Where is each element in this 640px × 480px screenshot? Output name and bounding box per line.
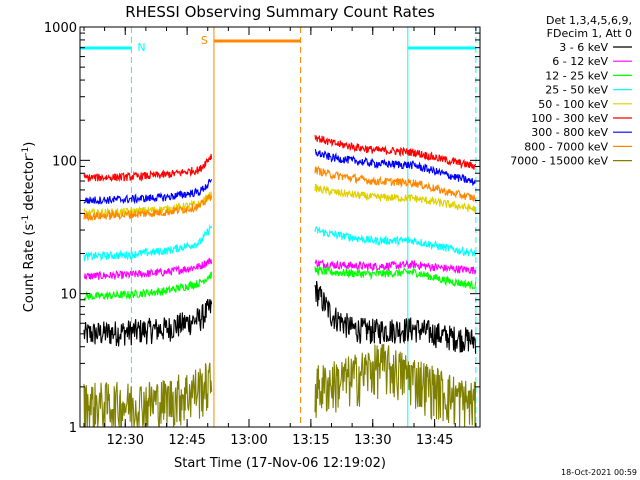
x-tick-label-1: 12:45 (168, 433, 205, 448)
x-axis-label: Start Time (17-Nov-06 12:19:02) (174, 456, 386, 471)
series-line-7-seg-1 (314, 165, 477, 203)
legend-label-5: 100 - 300 keV (531, 112, 608, 125)
series-line-2-seg-1 (314, 265, 477, 291)
x-tick-label-4: 13:30 (354, 433, 391, 448)
legend-label-1: 6 - 12 keV (552, 55, 608, 68)
legend: Det 1,3,4,5,6,9, FDecim 1, Att 0 3 - 6 k… (510, 14, 632, 168)
y-axis-label-sup1: -1 (21, 215, 31, 224)
series-line-8-seg-1 (314, 343, 477, 427)
plot-frame (79, 26, 481, 428)
legend-header-line-2: FDecim 1, Att 0 (547, 27, 632, 40)
y-tick-label-3: 1000 (44, 21, 77, 36)
legend-label-6: 300 - 800 keV (531, 126, 608, 139)
y-tick-label-1: 10 (60, 288, 77, 303)
orbit-markers: NS (79, 27, 477, 427)
axis-ticks: 12:30 12:45 13:00 13:15 13:30 13:45 1 10 100 1000 (44, 21, 480, 448)
series-line-0-seg-1 (314, 280, 477, 354)
series-line-5-seg-0 (83, 153, 213, 183)
night-label-0: N (137, 41, 145, 54)
series-line-3-seg-0 (83, 224, 213, 263)
legend-label-2: 12 - 25 keV (545, 69, 608, 82)
saa-label: S (201, 34, 208, 47)
chart-title: RHESSI Observing Summary Count Rates (125, 3, 435, 21)
series-line-1-seg-1 (314, 258, 477, 275)
x-tick-label-0: 12:30 (107, 433, 144, 448)
plot-area: NS 12:30 12:45 13:00 13:15 13:30 13:451101001… (44, 21, 481, 448)
series-line-5-seg-1 (314, 134, 477, 170)
series-line-1-seg-0 (83, 257, 213, 280)
x-tick-label-2: 13:00 (230, 433, 267, 448)
legend-label-4: 50 - 100 keV (538, 98, 608, 111)
y-tick-label-2: 100 (52, 154, 77, 169)
series-line-3-seg-1 (314, 226, 477, 257)
series-line-0-seg-0 (83, 298, 213, 347)
legend-label-0: 3 - 6 keV (559, 41, 608, 54)
y-tick-label-0: 1 (69, 421, 77, 436)
legend-header-line-1: Det 1,3,4,5,6,9, (546, 14, 632, 27)
legend-label-8: 7000 - 15000 keV (510, 155, 608, 168)
y-axis-label-mid: detector (22, 155, 37, 215)
timestamp: 18-Oct-2021 00:59 (561, 468, 637, 477)
y-axis-label-main: Count Rate (s (22, 224, 37, 313)
y-axis-label: Count Rate (s-1 detector-1) (21, 142, 37, 313)
series-line-8-seg-0 (83, 362, 213, 428)
y-axis-label-sup2: -1 (21, 147, 31, 156)
legend-label-7: 800 - 7000 keV (524, 140, 608, 153)
series-line-4-seg-0 (83, 191, 213, 219)
series-line-4-seg-1 (314, 183, 477, 214)
series-line-6-seg-0 (83, 178, 213, 206)
legend-label-3: 25 - 50 keV (545, 84, 608, 97)
x-tick-label-3: 13:15 (292, 433, 329, 448)
series-line-6-seg-1 (314, 149, 476, 186)
series-lines (83, 134, 477, 428)
series-line-2-seg-0 (83, 271, 213, 302)
series-line-7-seg-0 (83, 193, 213, 222)
y-axis-label-end: ) (22, 142, 37, 147)
x-tick-label-5: 13:45 (416, 433, 453, 448)
